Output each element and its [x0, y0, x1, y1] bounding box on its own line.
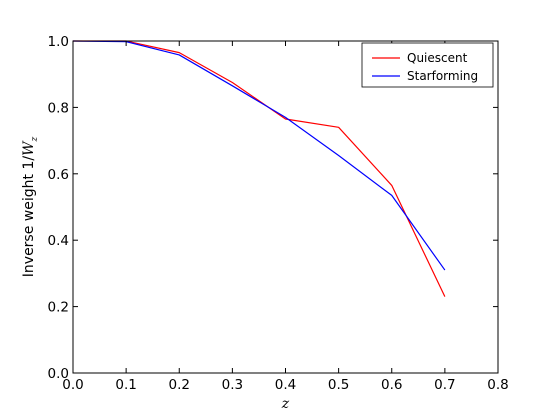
x-tick-label: 0.2 — [169, 377, 190, 393]
y-axis-label: Inverse weight 1/Wz — [21, 137, 40, 278]
legend-label-starforming: Starforming — [407, 69, 478, 83]
x-tick-label: 0.0 — [62, 377, 83, 393]
y-axis-label-math: W — [21, 140, 37, 156]
x-axis-label: z — [281, 396, 290, 412]
x-tick-label: 0.1 — [115, 377, 136, 393]
y-tick-label: 1.0 — [48, 34, 69, 50]
x-tick-label: 0.7 — [434, 377, 455, 393]
y-tick-label: 0.8 — [48, 100, 69, 116]
plot-frame — [72, 40, 499, 374]
axis-layer: 0.0 0.1 0.2 0.3 0.4 0.5 0.6 0.7 0.8 0.0 0.2 0.4 0.6 0… — [48, 34, 509, 393]
y-axis-label-sub: z — [30, 137, 40, 143]
x-tick-label: 0.5 — [328, 377, 349, 393]
series-line-quiescent — [73, 40, 446, 297]
y-tick-label: 0.6 — [48, 167, 69, 183]
x-tick-label: 0.3 — [222, 377, 243, 393]
legend: Quiescent Starforming — [361, 42, 494, 88]
x-tick-label: 0.6 — [381, 377, 402, 393]
y-tick-label: 0.0 — [48, 366, 69, 382]
y-tick-label: 0.4 — [48, 233, 69, 249]
series-line-starforming — [72, 40, 446, 271]
legend-box — [361, 42, 494, 88]
plot-layer — [72, 40, 446, 297]
axis-labels: z Inverse weight 1/Wz — [21, 137, 290, 412]
legend-label-quiescent: Quiescent — [407, 51, 468, 65]
x-tick-label: 0.4 — [275, 377, 296, 393]
y-axis-label-prefix: Inverse weight 1/ — [21, 156, 37, 278]
y-tick-label: 0.2 — [48, 300, 69, 316]
x-tick-label: 0.8 — [487, 377, 508, 393]
